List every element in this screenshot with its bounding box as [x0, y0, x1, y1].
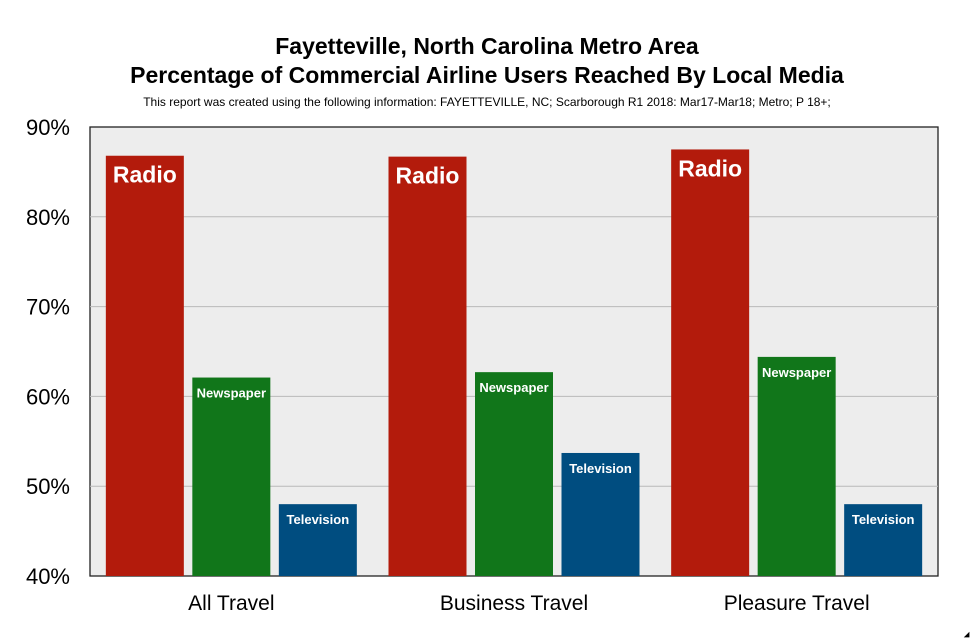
bar-label-newspaper: Newspaper [762, 365, 831, 380]
source-note: This report was created using the follow… [143, 95, 831, 109]
y-tick-label: 60% [26, 384, 70, 409]
bar-television [844, 504, 923, 576]
y-tick-label: 80% [26, 205, 70, 230]
bar-label-television: Television [287, 512, 350, 527]
bar-label-radio: Radio [113, 162, 177, 188]
y-axis: 90% 80% 70% 60% 50% 40% [26, 115, 70, 589]
x-tick-label: Pleasure Travel [724, 592, 870, 615]
x-axis: All Travel Business Travel Pleasure Travel [188, 592, 869, 615]
bar-television [278, 504, 357, 576]
bar-newspaper [475, 372, 553, 576]
chart-title: Fayetteville, North Carolina Metro Area [275, 33, 699, 59]
y-tick-label: 40% [26, 564, 70, 589]
y-tick-label: 70% [26, 295, 70, 320]
bar-radio [105, 155, 184, 576]
bar-radio [671, 149, 750, 576]
bar-newspaper [757, 356, 836, 576]
bar-label-television: Television [852, 512, 915, 527]
x-tick-label: All Travel [188, 592, 274, 615]
chart-subtitle: Percentage of Commercial Airline Users R… [130, 62, 844, 88]
bar-label-newspaper: Newspaper [197, 386, 266, 401]
bar-newspaper [192, 377, 271, 576]
bar-radio [388, 156, 467, 576]
bar-label-newspaper: Newspaper [479, 380, 548, 395]
bars: Radio Radio Radio Newspaper Newspaper Newspap… [105, 149, 923, 576]
bar-television [561, 452, 640, 576]
bar-label-radio: Radio [678, 155, 742, 181]
y-tick-label: 50% [26, 474, 70, 499]
bar-label-radio: Radio [396, 163, 460, 189]
bar-label-television: Television [569, 461, 632, 476]
x-tick-label: Business Travel [440, 592, 588, 615]
y-tick-label: 90% [26, 115, 70, 140]
